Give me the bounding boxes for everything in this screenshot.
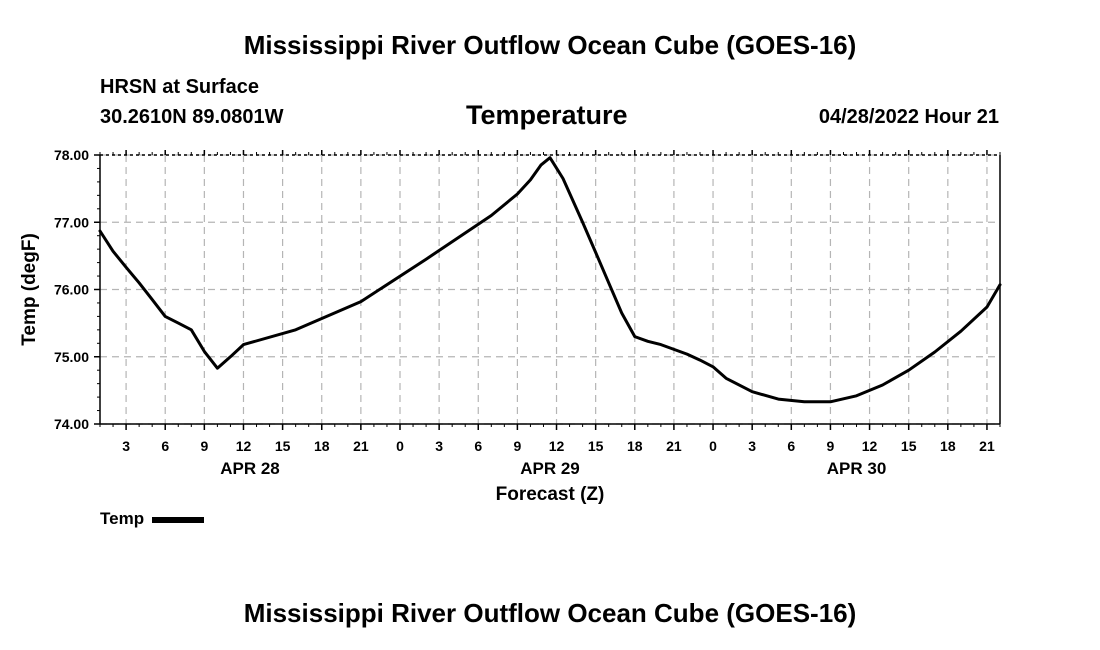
x-tick-label: 12 [549,438,565,454]
legend-swatch [152,517,205,523]
x-tick-label: 6 [474,438,482,454]
datetime-label: 04/28/2022 Hour 21 [818,106,999,128]
x-tick-label: 0 [709,438,717,454]
y-tick-label: 76.00 [54,282,89,298]
x-tick-label: 9 [200,438,208,454]
x-tick-label: 15 [901,438,917,454]
y-axis-title: Temp (degF) [19,233,40,346]
x-tick-label: 6 [161,438,169,454]
grid-lines [100,154,1000,425]
station-label: HRSN at Surface [100,76,259,98]
axis-labels: 74.00 75.00 76.00 77.00 78.00 3 6 9 12 15 18 21 0 3 6 9… [19,147,995,505]
x-tick-label: 21 [666,438,682,454]
coordinates-label: 30.2610N 89.0801W [100,106,284,128]
y-tick-label: 77.00 [54,214,89,230]
x-tick-label: 0 [396,438,404,454]
x-tick-label: 9 [513,438,521,454]
chart-title: Mississippi River Outflow Ocean Cube (GO… [243,30,857,60]
x-tick-label: 21 [979,438,995,454]
legend-label: Temp [100,509,145,528]
day-label: APR 29 [520,459,580,478]
x-axis-title: Forecast (Z) [496,484,605,505]
x-tick-label: 21 [353,438,369,454]
x-tick-label: 3 [122,438,130,454]
x-tick-label: 3 [748,438,756,454]
axes [94,150,1001,430]
y-tick-label: 74.00 [54,416,89,432]
x-tick-label: 9 [827,438,835,454]
x-tick-label: 18 [627,438,643,454]
x-tick-label: 12 [236,438,252,454]
temp-series-line [98,156,1002,404]
footer-title: Mississippi River Outflow Ocean Cube (GO… [243,598,857,628]
day-label: APR 28 [220,459,280,478]
x-tick-label: 15 [588,438,604,454]
x-tick-label: 6 [787,438,795,454]
x-tick-label: 3 [435,438,443,454]
y-tick-label: 75.00 [54,349,89,365]
series-layer [98,156,1002,404]
x-tick-label: 15 [275,438,291,454]
day-label: APR 30 [827,459,887,478]
chart-heading: Temperature [466,100,628,130]
x-tick-label: 12 [862,438,878,454]
y-tick-label: 78.00 [54,147,89,163]
x-tick-label: 18 [314,438,330,454]
legend: Temp [100,509,205,529]
x-tick-label: 18 [940,438,956,454]
